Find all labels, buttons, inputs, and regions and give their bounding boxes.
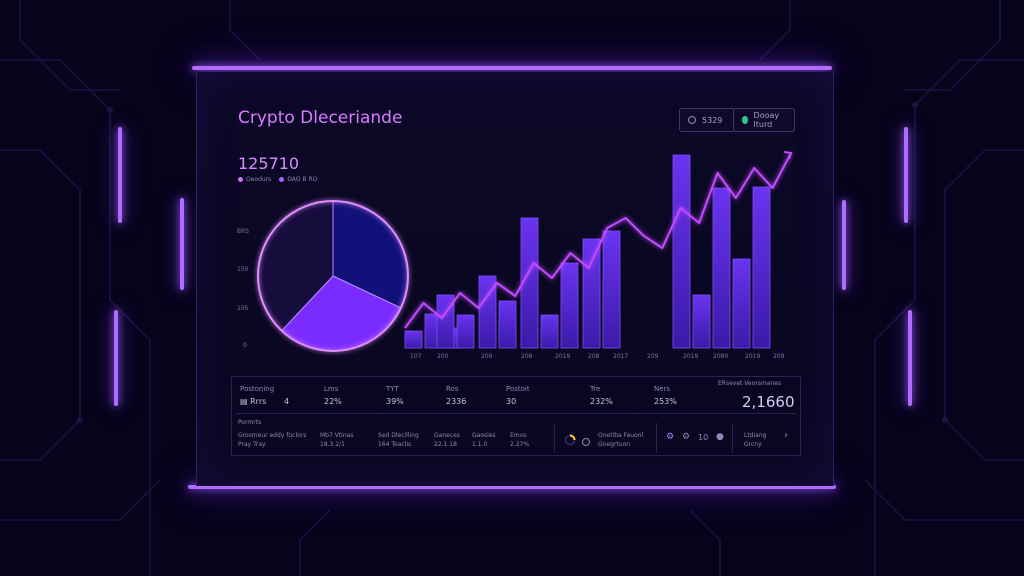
bar-15 [712,187,731,349]
row2-right-divider-3 [732,423,733,453]
row2-item-2: Mb7 Vtinas 18.3 2/1 [320,432,354,448]
bar-11 [582,238,601,349]
stat-value-5: 2336 [446,397,467,406]
bar-12 [602,230,621,349]
x-tick-11: 2019 [745,353,760,360]
stat-header-8: ERsevet Veorsmanes [718,380,782,387]
bar-8 [520,217,539,349]
stat-value-8: 253% [654,397,677,406]
neon-side-left-1 [118,127,122,223]
neon-side-left-2 [180,198,184,290]
stat-value-6: 30 [506,397,517,406]
bar-5 [456,314,475,349]
x-tick-6: 208 [588,353,600,360]
wallet-button-label: 5329 [702,115,723,125]
neon-frame-bottom [188,485,836,489]
bar-7 [498,300,517,349]
row2-item-4: Ganeces 22.1 18 [434,432,460,448]
bar-17 [752,186,771,349]
bar-16 [732,258,751,349]
row2-item-5: Gaosies 1.1.0 [472,432,496,448]
summary-legend: Oeodurs DAO B RO [238,176,317,183]
trend-arrow-icon [783,151,793,160]
neon-side-right-3 [908,310,912,406]
trend-line [404,152,792,329]
summary-value: 125710 [238,154,300,173]
bar-13 [672,154,691,349]
x-tick-9: 2019 [683,353,698,360]
x-tick-1: 107 [410,353,422,360]
stat-value-7: 232% [590,397,613,406]
bar-4 [436,294,455,349]
loading-ring-icon[interactable] [564,431,576,450]
bar-14 [692,294,711,349]
row2-item-6: Emvs 2.27% [510,432,530,448]
chart-area: 107 200 209 208 2019 208 2017 209 2019 2080 2019 20… [257,151,793,360]
legend-item-2: DAO B RO [279,176,317,183]
gear-icon[interactable]: ⚙ [666,432,675,442]
row2-item-1: Grosmeur eddy fuclors Pray Tray [238,432,307,448]
row2-right-divider-1 [554,423,555,453]
row2-right-labels: Onetiba Fauonl Gnegrtuon [598,432,644,448]
stat-header-1: Postoning [240,385,275,393]
x-tick-8: 209 [647,353,659,360]
circle-icon[interactable] [581,432,591,451]
stat-value-2: 4 [284,397,290,406]
filter-icon: ▤ [240,397,248,406]
stats-table: Postoning Lms TYT Ros Postoit Tre Ners E… [231,376,801,456]
row2-item-3: Sed Dlecilling 164 Toaclis [378,432,419,448]
neon-side-right-2 [842,200,846,290]
x-tick-5: 2019 [555,353,570,360]
coin-icon [688,116,696,124]
stat-header-2: Lms [324,385,339,393]
gear-icon[interactable]: ⚙ [682,432,691,442]
stat-total: 2,1660 [742,393,795,411]
stats-divider [236,413,796,414]
row2-right-labels-2: Ltdiang Grcny [744,432,767,448]
y-tick-4: 0 [243,342,247,349]
wallet-button[interactable]: 5329 [679,108,735,132]
stat-value-3: 22% [324,397,342,406]
y-tick-2: 150 [237,266,249,273]
settings-icon[interactable]: ● [716,432,724,442]
y-tick-3: 105 [237,305,249,312]
stat-value-1: ▤ Rrrs [240,397,267,406]
page-title: Crypto Dleceriande [238,108,403,128]
bar-10 [560,262,579,349]
row2-right-value: 10 [698,433,709,442]
stat-value-4: 39% [386,397,404,406]
stat-header-3: TYT [386,385,399,393]
stat-header-7: Ners [654,385,671,393]
row2-right-divider-2 [656,423,657,453]
x-tick-12: 209 [773,353,785,360]
section-label: Pormrts [238,419,262,426]
stat-header-6: Tre [590,385,601,393]
neon-frame-top [192,66,832,70]
dashboard-panel: Crypto Dleceriande 5329 Dooay lturd 1257… [196,72,834,486]
x-tick-4: 208 [521,353,533,360]
pie-outline [257,200,409,352]
y-tick-1: BRS [237,228,250,235]
x-tick-3: 209 [481,353,493,360]
stat-header-4: Ros [446,385,459,393]
status-button[interactable]: Dooay lturd [733,108,795,132]
status-dot-icon [742,116,748,124]
x-tick-2: 200 [437,353,449,360]
stat-header-5: Postoit [506,385,530,393]
neon-side-right-1 [904,127,908,223]
chevron-right-icon[interactable]: › [784,430,788,441]
bar-6 [478,275,497,349]
legend-item-1: Oeodurs [238,176,271,183]
status-button-label: Dooay lturd [753,111,780,129]
bar-1 [404,330,423,349]
x-tick-10: 2080 [713,353,728,360]
x-tick-7: 2017 [613,353,628,360]
neon-side-left-3 [114,310,118,406]
bar-9 [540,314,559,349]
